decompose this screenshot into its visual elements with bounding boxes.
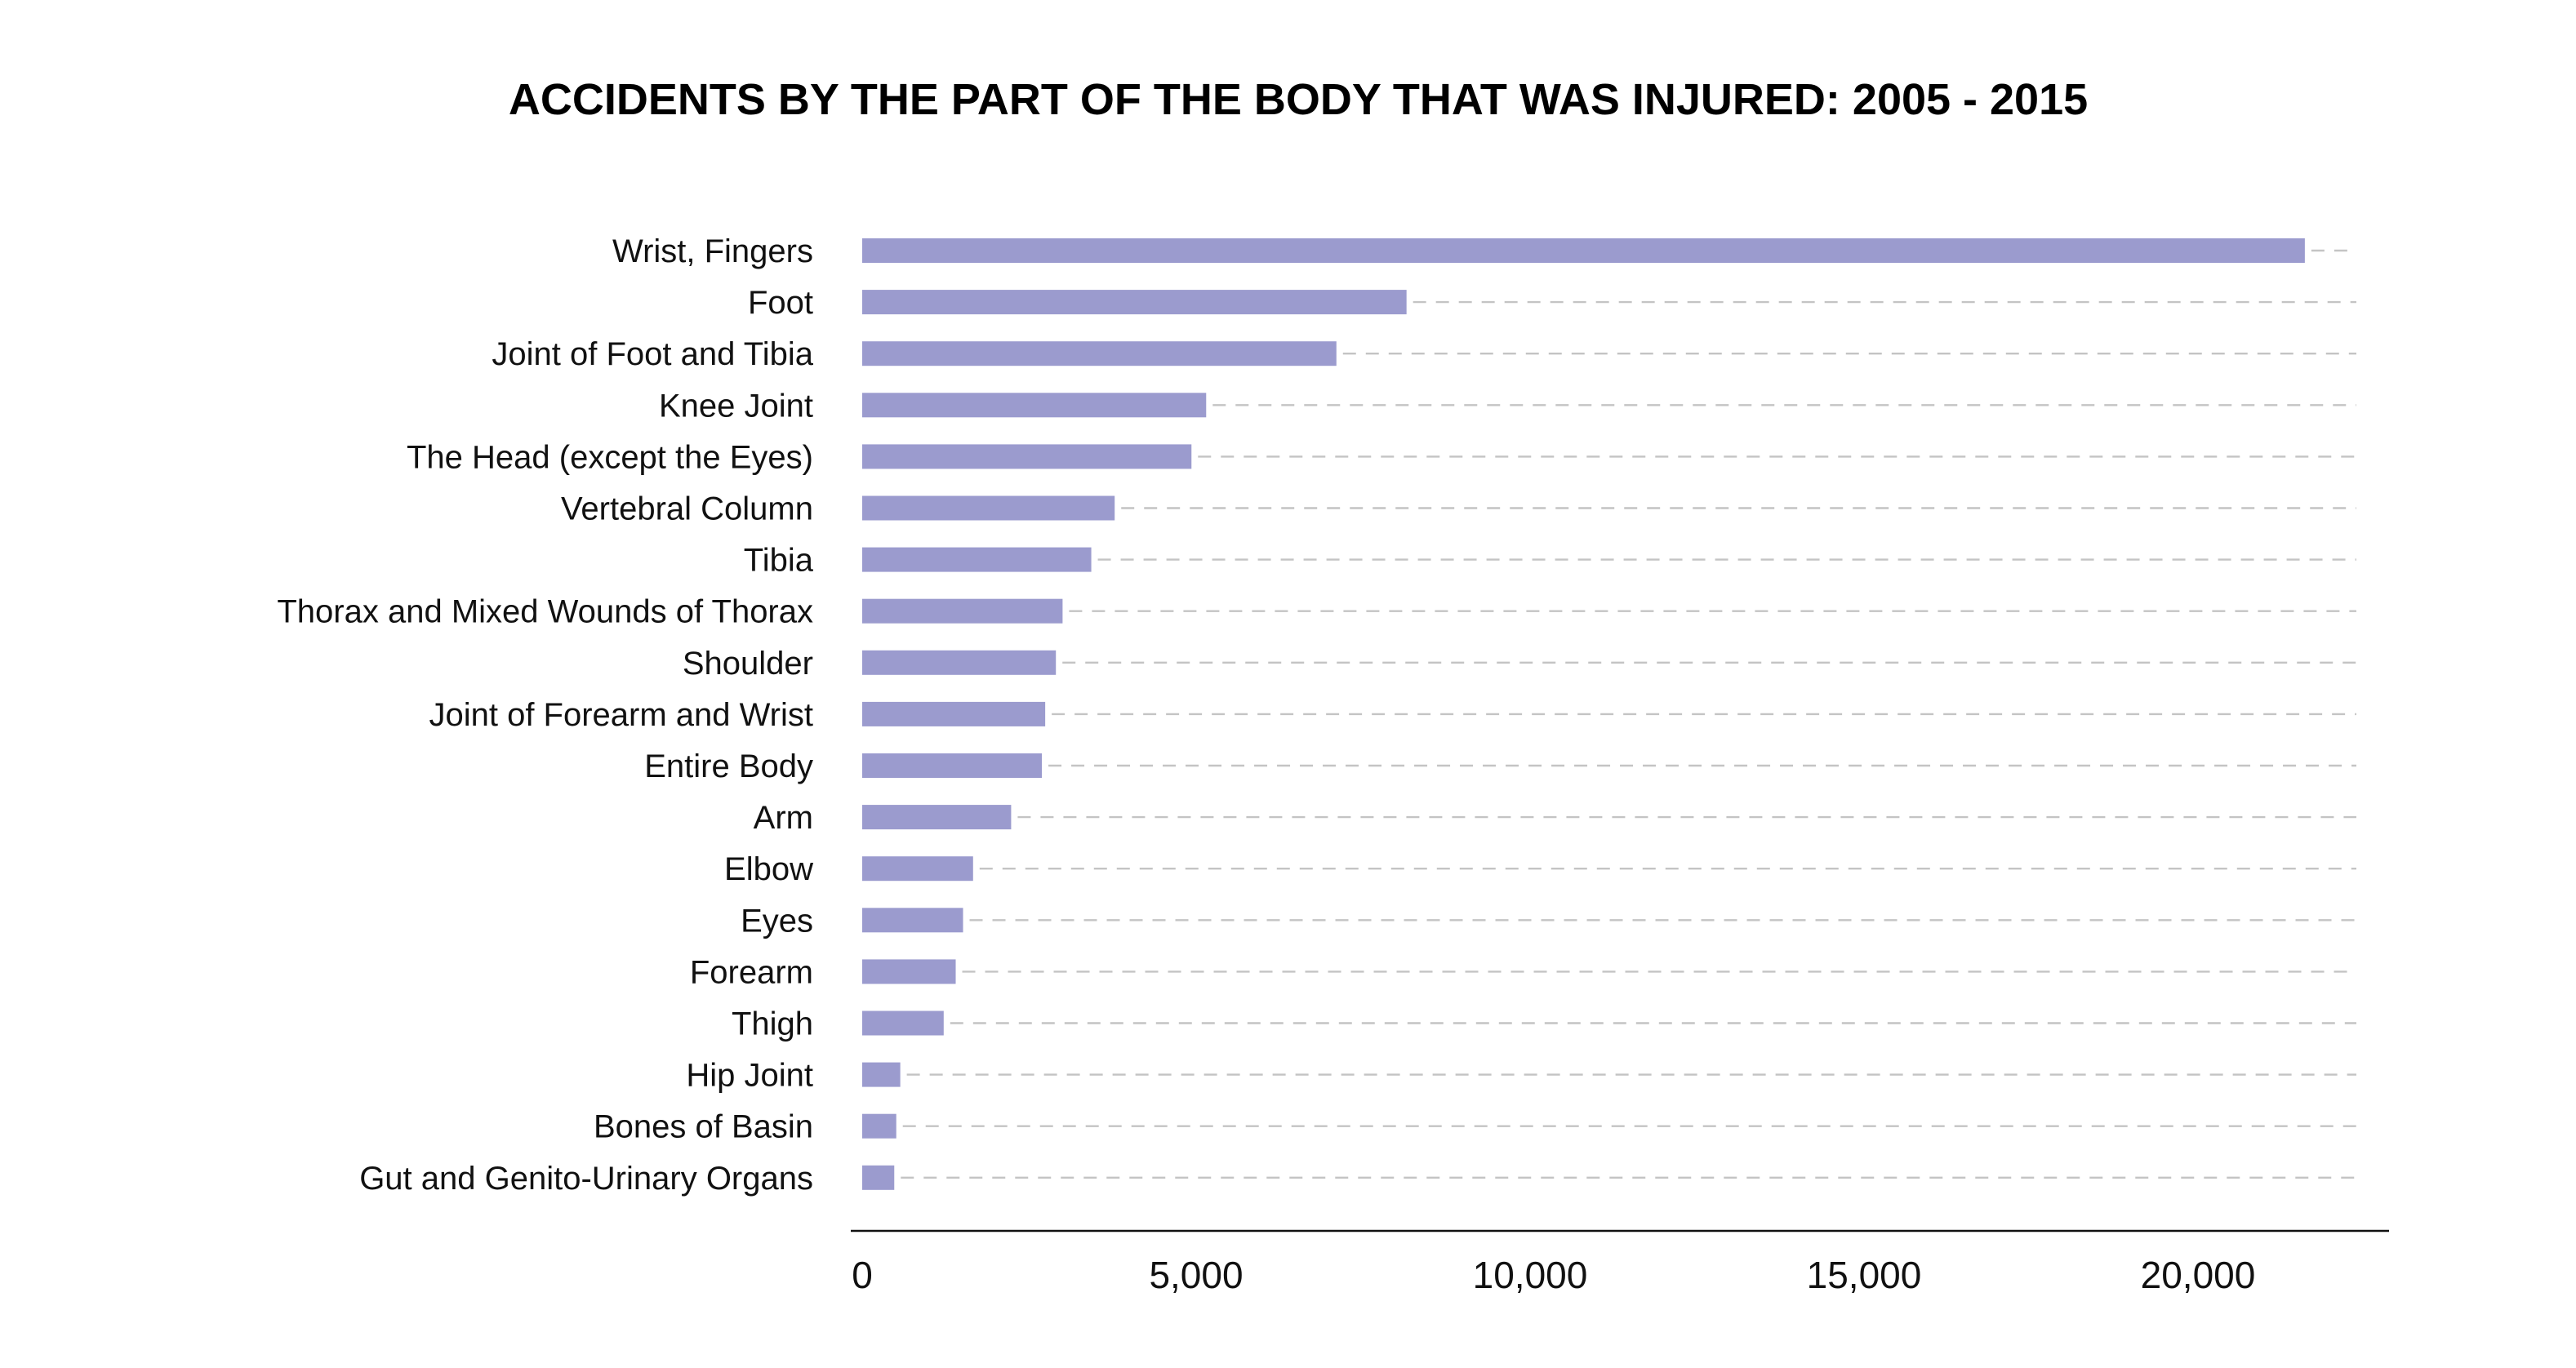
category-label: Shoulder: [683, 646, 813, 682]
category-label: Thorax and Mixed Wounds of Thorax: [277, 594, 813, 630]
bar: [862, 959, 956, 984]
category-label: Tibia: [744, 543, 814, 579]
x-tick-label: 15,000: [1807, 1254, 1922, 1296]
bar: [862, 341, 1337, 366]
bar: [862, 753, 1043, 778]
x-tick-label: 0: [852, 1254, 873, 1296]
category-label: Elbow: [724, 851, 813, 887]
bar: [862, 1062, 901, 1087]
category-label: Forearm: [690, 954, 813, 990]
category-label: Arm: [754, 800, 813, 836]
category-label: The Head (except the Eyes): [407, 439, 813, 475]
category-label: Wrist, Fingers: [612, 233, 813, 269]
bar: [862, 650, 1057, 675]
category-labels: Wrist, Fingers Foot Joint of Foot and Tibi…: [277, 233, 813, 1197]
category-label: Vertebral Column: [561, 491, 813, 527]
bar: [862, 598, 1063, 624]
category-label: Gut and Genito-Urinary Organs: [359, 1161, 813, 1197]
bar: [862, 393, 1207, 418]
category-label: Knee Joint: [659, 388, 813, 424]
bar: [862, 701, 1046, 726]
bar: [862, 805, 1012, 830]
category-label: Bones of Basin: [594, 1109, 813, 1145]
category-label: Foot: [748, 285, 813, 321]
x-tick-label: 10,000: [1473, 1254, 1588, 1296]
x-tick-label: 5,000: [1149, 1254, 1243, 1296]
bar: [862, 1113, 896, 1139]
bar: [862, 290, 1407, 315]
category-label: Eyes: [741, 903, 813, 939]
bar: [862, 1165, 895, 1190]
bars: [862, 238, 2305, 1190]
bar: [862, 856, 973, 882]
category-label: Thigh: [732, 1006, 813, 1042]
bar: [862, 444, 1192, 469]
guide-lines: [901, 249, 2356, 1179]
bar: [862, 495, 1115, 521]
bar: [862, 238, 2305, 263]
bar: [862, 908, 963, 933]
category-label: Entire Body: [644, 748, 813, 784]
x-tick-label: 20,000: [2141, 1254, 2256, 1296]
chart-title: ACCIDENTS BY THE PART OF THE BODY THAT W…: [509, 75, 2088, 124]
category-label: Joint of Forearm and Wrist: [429, 697, 813, 733]
category-label: Hip Joint: [686, 1058, 813, 1094]
x-tick-labels: 0 5,000 10,000 15,000 20,000: [852, 1254, 2255, 1296]
bar: [862, 1010, 944, 1036]
category-label: Joint of Foot and Tibia: [492, 336, 813, 372]
bar: [862, 547, 1092, 572]
